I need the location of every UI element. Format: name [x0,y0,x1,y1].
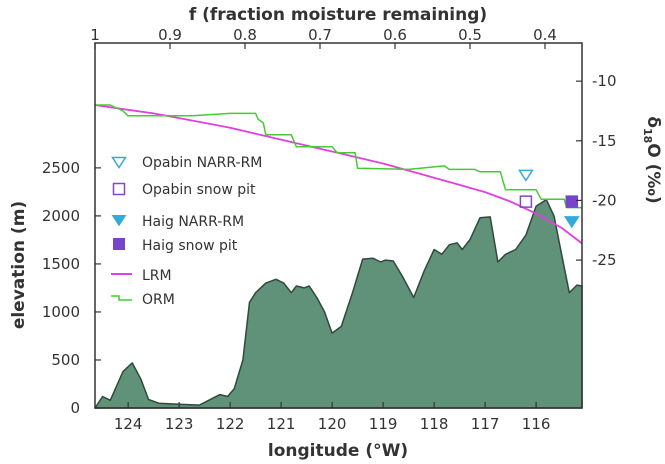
legend-marker-haig-narr-rm [111,215,127,227]
top-tick-label: 0.4 [533,26,557,44]
left-tick-label: 1500 [42,255,80,273]
series-line-lrm [94,104,583,245]
bottom-tick-label: 122 [216,415,245,433]
top-tick-label: 0.8 [233,26,257,44]
bottom-tick-label: 118 [420,415,449,433]
isotope-lines-layer [94,104,583,245]
terrain-elevation-area [94,198,583,409]
left-tick-label: 500 [51,351,80,369]
legend-label-haig-snow-pit: Haig snow pit [142,238,238,254]
legend-label-opabin-narr-rm: Opabin NARR-RM [142,155,262,171]
bottom-tick-label: 119 [369,415,398,433]
plot-frame [94,42,583,409]
legend-line-orm [111,295,132,301]
bottom-tick-label: 123 [165,415,194,433]
bottom-axis-title: longitude (°W) [268,441,408,461]
left-tick-label: 1000 [42,303,80,321]
left-tick-label: 0 [70,399,80,417]
top-tick-label: 0.7 [308,26,332,44]
right-tick-label: -20 [592,191,617,209]
right-tick-label: -15 [592,132,617,150]
marker-haig-narr-rm [563,216,580,229]
legend-marker-opabin-narr-rm [111,156,127,169]
legend-label-orm: ORM [142,292,175,308]
bottom-tick-label: 120 [318,415,347,433]
series-line-orm [95,104,582,209]
marker-haig-snow-pit [565,195,579,208]
left-tick-label: 2000 [42,207,80,225]
terrain-layer [94,198,583,409]
marker-opabin-snow-pit [519,195,533,208]
top-axis-title: f (fraction moisture remaining) [189,5,487,25]
top-tick-label: 0.9 [158,26,182,44]
legend-marker-opabin-snow-pit [112,182,126,196]
legend-label-lrm: LRM [142,268,172,284]
site-markers-layer [518,169,580,229]
right-tick-label: -25 [592,251,617,269]
top-tick-label: 0.6 [383,26,407,44]
right-tick-label: -10 [592,72,617,90]
legend-label-opabin-snow-pit: Opabin snow pit [142,182,256,198]
bottom-tick-label: 121 [267,415,296,433]
left-tick-label: 2500 [42,159,80,177]
legend-label-haig-narr-rm: Haig NARR-RM [142,214,244,230]
right-axis-title: δ18O (‰) [641,116,663,203]
legend-marker-haig-snow-pit [113,238,125,250]
top-tick-label: 0.5 [458,26,482,44]
bottom-tick-label: 116 [522,415,551,433]
legend: Opabin NARR-RM Opabin snow pit Haig NARR… [111,155,262,308]
ticks-layer: 124 123 122 121 120 119 118 117 116 1 0.9 0.8 0.7 0.6… [42,26,617,433]
left-axis-title: elevation (m) [9,201,29,329]
bottom-tick-label: 124 [114,415,143,433]
bottom-tick-label: 117 [471,415,500,433]
top-tick-label: 1 [90,26,100,44]
marker-opabin-narr-rm [518,169,534,182]
